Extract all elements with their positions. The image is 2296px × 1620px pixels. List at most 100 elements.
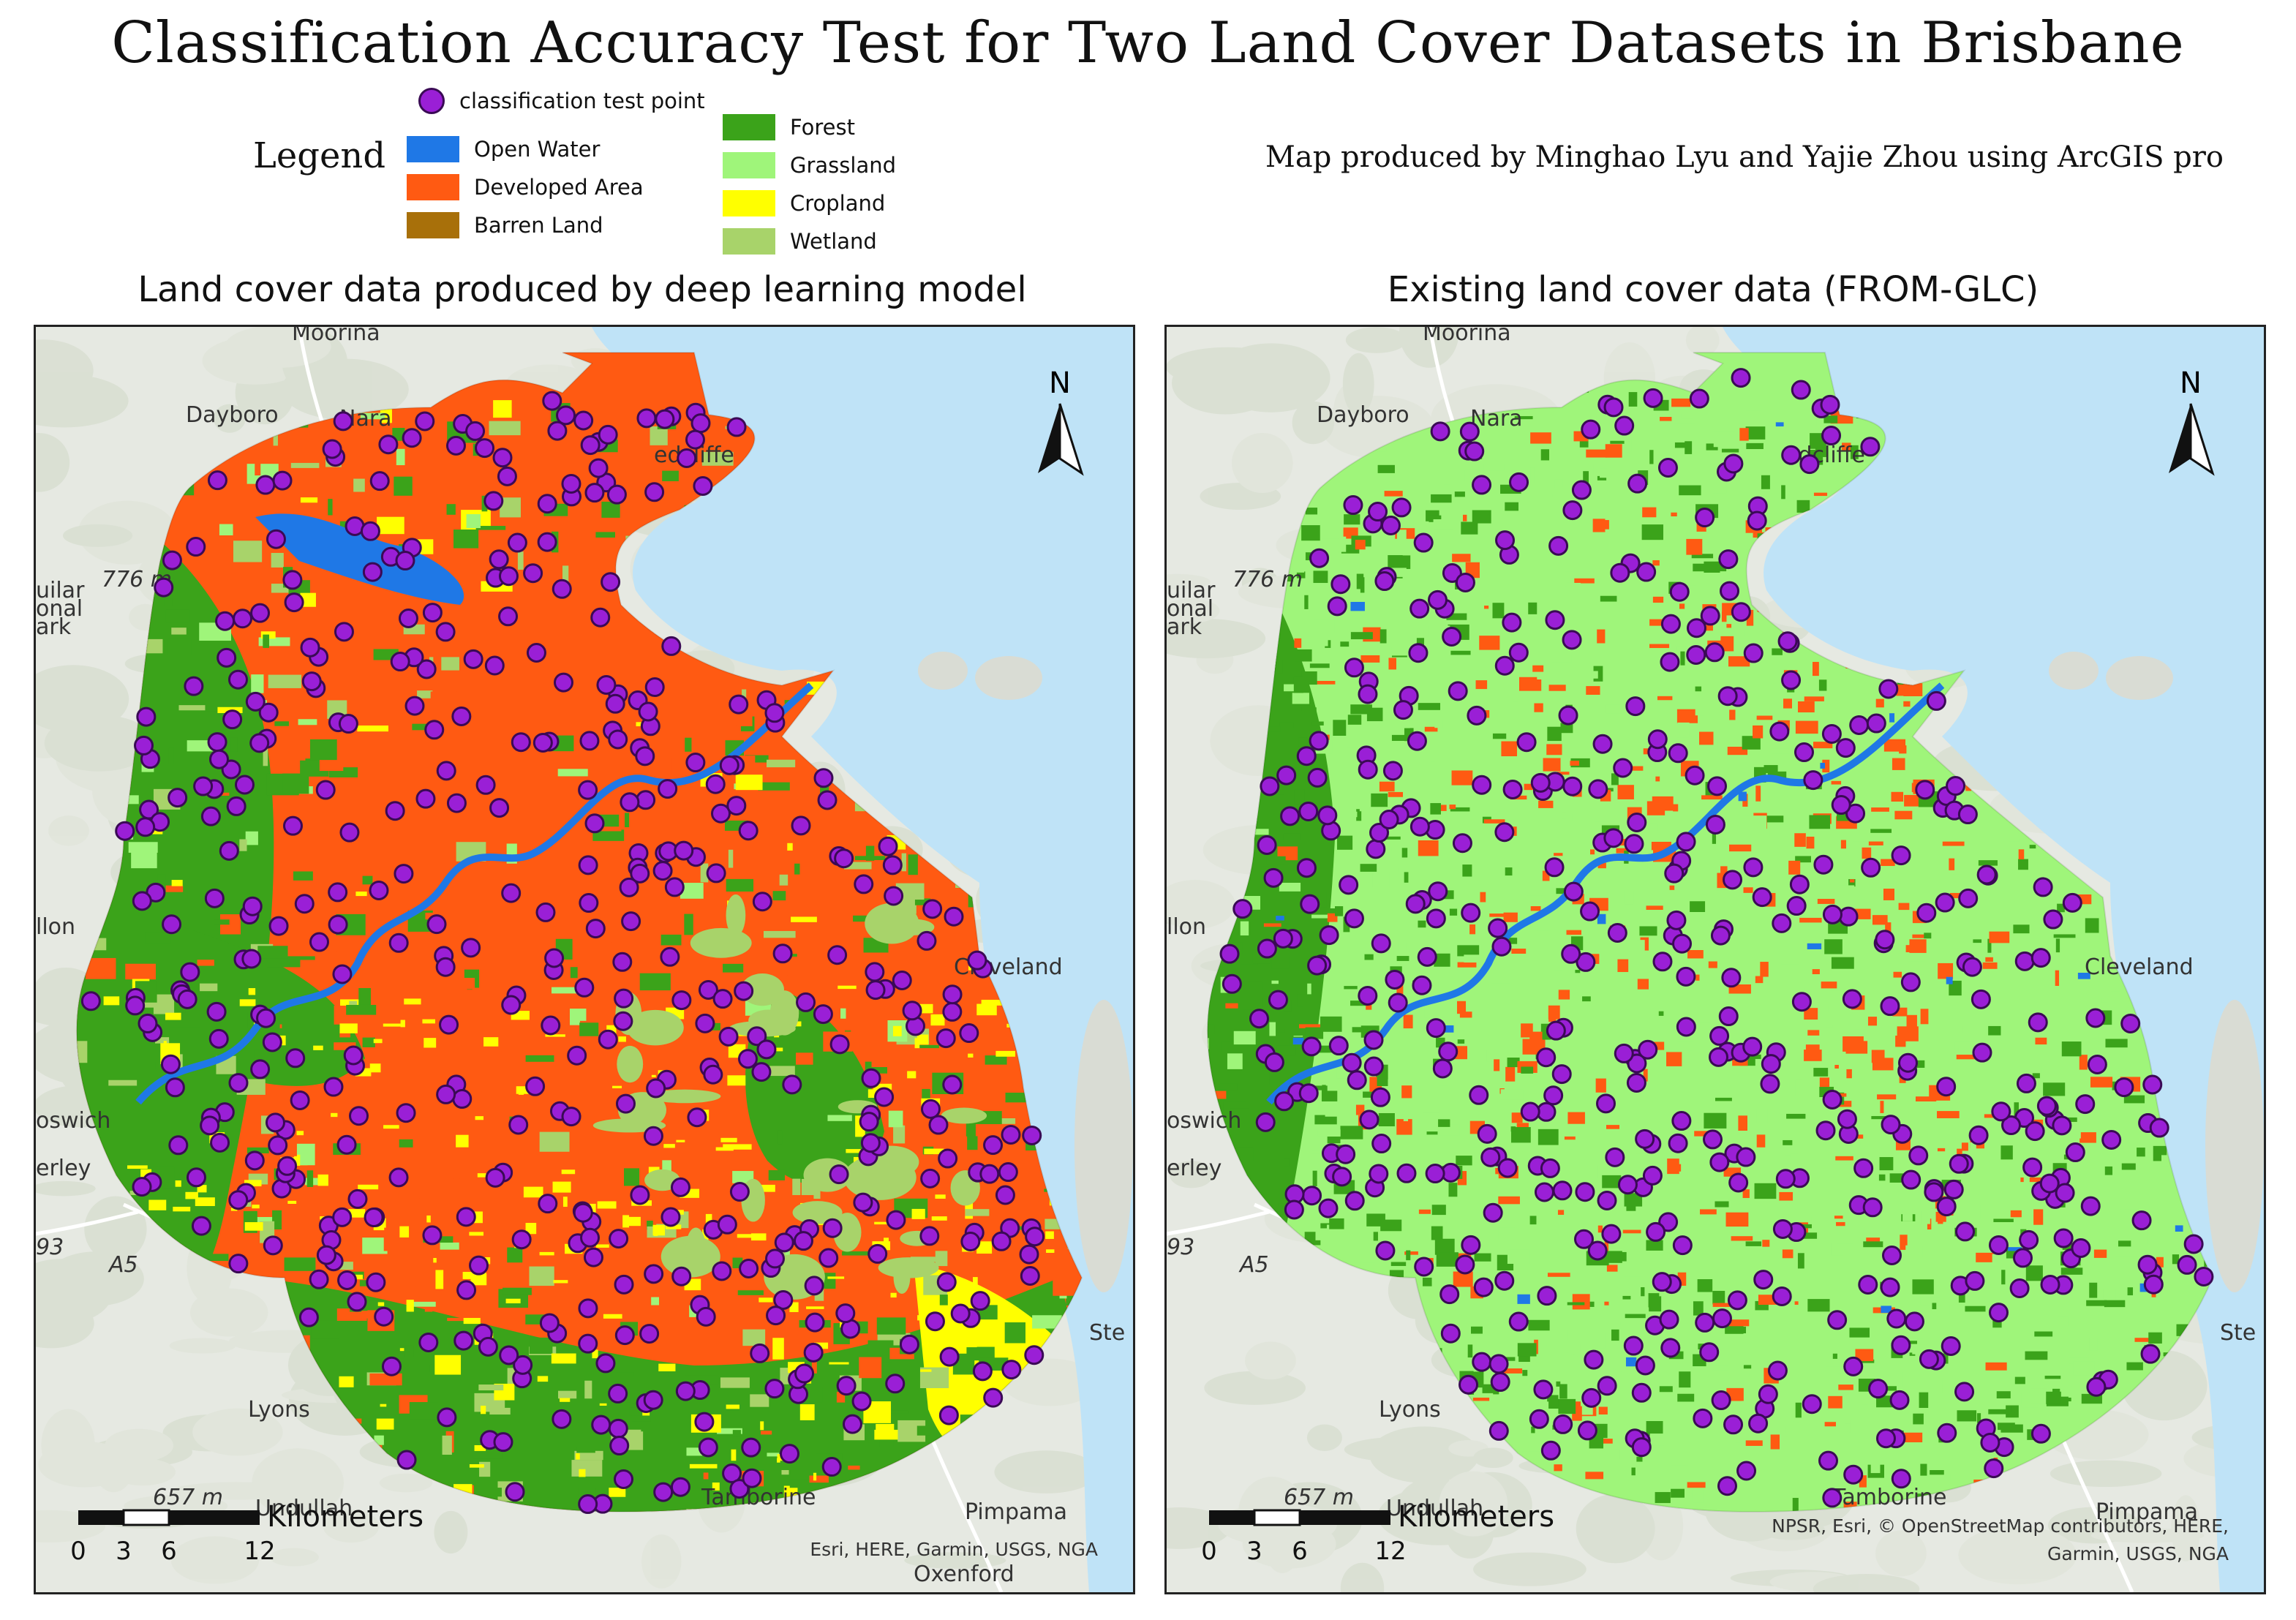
classification-test-point[interactable] <box>796 992 816 1012</box>
classification-test-point[interactable] <box>511 1229 532 1250</box>
classification-test-point[interactable] <box>878 836 898 856</box>
classification-test-point[interactable] <box>1488 918 1508 938</box>
classification-test-point[interactable] <box>1426 1018 1446 1039</box>
classification-test-point[interactable] <box>765 1248 786 1269</box>
classification-test-point[interactable] <box>208 1028 229 1049</box>
classification-test-point[interactable] <box>1273 928 1293 949</box>
classification-test-point[interactable] <box>347 1188 368 1209</box>
classification-test-point[interactable] <box>437 1407 457 1428</box>
classification-test-point[interactable] <box>505 1482 525 1502</box>
classification-test-point[interactable] <box>766 1306 786 1326</box>
classification-test-point[interactable] <box>580 435 601 456</box>
classification-test-point[interactable] <box>398 609 418 629</box>
classification-test-point[interactable] <box>416 659 437 679</box>
classification-test-point[interactable] <box>861 1068 881 1088</box>
classification-test-point[interactable] <box>1249 1009 1269 1029</box>
classification-test-point[interactable] <box>916 930 937 951</box>
classification-test-point[interactable] <box>821 1457 842 1477</box>
classification-test-point[interactable] <box>132 1177 152 1197</box>
classification-test-point[interactable] <box>1530 772 1551 793</box>
classification-test-point[interactable] <box>300 637 320 658</box>
classification-test-point[interactable] <box>1396 1163 1417 1183</box>
classification-test-point[interactable] <box>1889 1390 1910 1410</box>
classification-test-point[interactable] <box>1704 642 1725 663</box>
classification-test-point[interactable] <box>396 1103 416 1123</box>
classification-test-point[interactable] <box>206 1001 227 1022</box>
classification-test-point[interactable] <box>1799 454 1820 475</box>
classification-test-point[interactable] <box>1540 1158 1560 1178</box>
classification-test-point[interactable] <box>1442 626 1462 647</box>
classification-test-point[interactable] <box>747 1026 767 1047</box>
classification-test-point[interactable] <box>2036 1096 2057 1116</box>
classification-test-point[interactable] <box>591 1414 611 1435</box>
classification-test-point[interactable] <box>1537 1286 1557 1306</box>
classification-test-point[interactable] <box>1614 415 1635 436</box>
classification-test-point[interactable] <box>1509 472 1529 492</box>
classification-test-point[interactable] <box>829 1034 850 1055</box>
classification-test-point[interactable] <box>1502 779 1523 799</box>
classification-test-point[interactable] <box>643 1390 663 1410</box>
classification-test-point[interactable] <box>2012 1248 2033 1268</box>
classification-test-point[interactable] <box>309 1269 329 1289</box>
classification-test-point[interactable] <box>1607 923 1627 943</box>
classification-test-point[interactable] <box>779 1444 799 1464</box>
classification-test-point[interactable] <box>298 1307 319 1327</box>
classification-test-point[interactable] <box>1551 1064 1572 1085</box>
classification-test-point[interactable] <box>1676 832 1696 852</box>
classification-test-point[interactable] <box>967 950 987 971</box>
classification-test-point[interactable] <box>1803 770 1823 791</box>
classification-test-point[interactable] <box>2087 1054 2107 1074</box>
classification-test-point[interactable] <box>1371 1134 1392 1154</box>
classification-test-point[interactable] <box>1627 1053 1647 1074</box>
classification-test-point[interactable] <box>1280 806 1301 826</box>
classification-test-point[interactable] <box>805 1312 825 1333</box>
classification-test-point[interactable] <box>256 1008 276 1028</box>
classification-test-point[interactable] <box>874 1087 895 1107</box>
classification-test-point[interactable] <box>2101 1129 2122 1150</box>
classification-test-point[interactable] <box>1508 1311 1529 1332</box>
classification-test-point[interactable] <box>1886 1308 1907 1329</box>
classification-test-point[interactable] <box>1976 864 1997 885</box>
classification-test-point[interactable] <box>1941 1335 1961 1356</box>
classification-test-point[interactable] <box>1926 690 1946 711</box>
classification-test-point[interactable] <box>2183 1234 2204 1254</box>
classification-test-point[interactable] <box>242 896 263 916</box>
classification-test-point[interactable] <box>1536 1047 1557 1068</box>
classification-test-point[interactable] <box>1972 1042 1992 1063</box>
classification-test-point[interactable] <box>1603 397 1624 418</box>
classification-test-point[interactable] <box>1319 925 1339 946</box>
classification-test-point[interactable] <box>1263 867 1284 888</box>
classification-test-point[interactable] <box>1439 1284 1460 1305</box>
classification-test-point[interactable] <box>653 1482 674 1502</box>
classification-test-point[interactable] <box>1575 1182 1595 1202</box>
classification-test-point[interactable] <box>1343 495 1363 516</box>
classification-test-point[interactable] <box>774 1232 794 1253</box>
classification-test-point[interactable] <box>1577 1420 1597 1441</box>
classification-test-point[interactable] <box>132 891 152 911</box>
classification-test-point[interactable] <box>134 735 154 756</box>
classification-test-point[interactable] <box>1881 1245 1902 1265</box>
classification-test-point[interactable] <box>1584 1349 1604 1370</box>
classification-test-point[interactable] <box>588 458 609 478</box>
classification-test-point[interactable] <box>1965 1270 1985 1291</box>
classification-test-point[interactable] <box>1520 1101 1540 1122</box>
classification-test-point[interactable] <box>1908 1145 1929 1166</box>
classification-test-point[interactable] <box>285 1048 306 1069</box>
classification-test-point[interactable] <box>1371 933 1391 954</box>
classification-test-point[interactable] <box>1363 1056 1384 1077</box>
classification-test-point[interactable] <box>1707 776 1728 796</box>
classification-test-point[interactable] <box>573 410 594 431</box>
classification-test-point[interactable] <box>1720 581 1740 601</box>
classification-test-point[interactable] <box>710 803 731 824</box>
classification-test-point[interactable] <box>2009 1278 2030 1299</box>
classification-test-point[interactable] <box>1483 1202 1503 1223</box>
classification-test-point[interactable] <box>162 550 182 570</box>
classification-test-point[interactable] <box>282 570 303 590</box>
classification-test-point[interactable] <box>485 1167 505 1188</box>
classification-test-point[interactable] <box>609 1229 629 1249</box>
classification-test-point[interactable] <box>1723 453 1744 474</box>
classification-test-point[interactable] <box>207 732 227 753</box>
classification-test-point[interactable] <box>1605 1147 1625 1167</box>
classification-test-point[interactable] <box>2071 1238 2091 1259</box>
classification-test-point[interactable] <box>661 636 682 656</box>
